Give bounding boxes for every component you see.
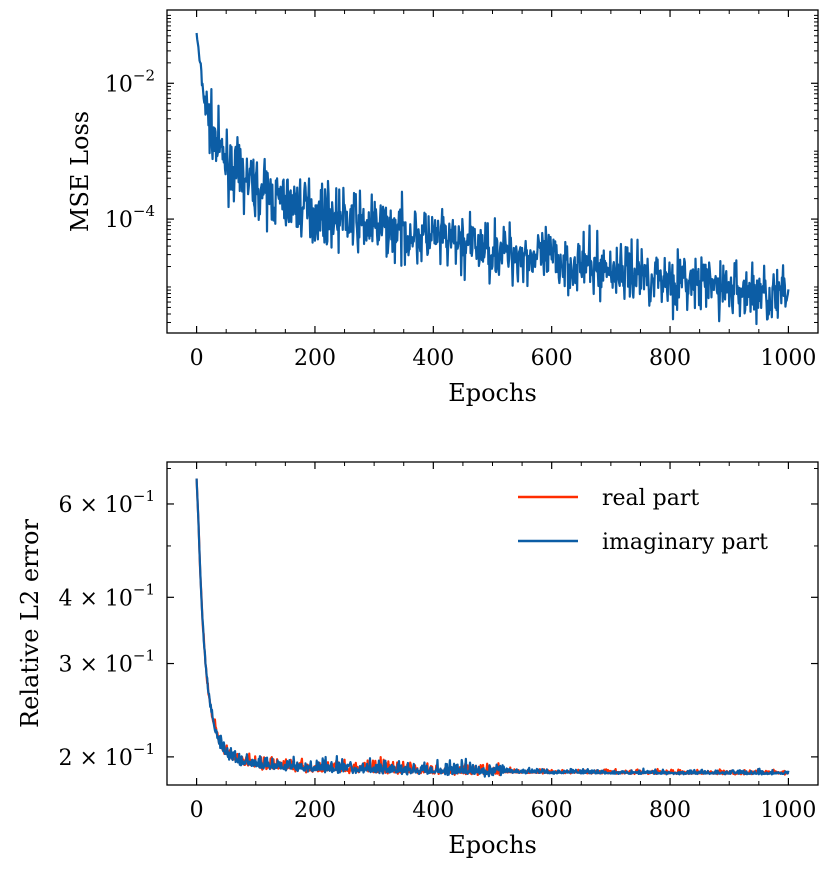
l2-error-series-group bbox=[195, 478, 790, 778]
l2-error-x-axis-label: Epochs bbox=[448, 831, 537, 859]
relative-l2-error-chart: 0 200 400 600 800 1000 6 × 10−1 4 × 10−1 3 × 10−… bbox=[16, 461, 819, 859]
y-tick-label: 10−4 bbox=[105, 202, 155, 233]
y-tick-label: 4 × 10−1 bbox=[58, 580, 155, 611]
x-tick-label: 1000 bbox=[760, 798, 816, 823]
mse-loss-series-group bbox=[195, 32, 790, 326]
l2-error-y-axis-label: Relative L2 error bbox=[16, 519, 44, 728]
y-tick-label: 3 × 10−1 bbox=[58, 647, 155, 678]
x-tick-label: 400 bbox=[412, 346, 454, 371]
l2-error-ticks: 0 200 400 600 800 1000 6 × 10−1 4 × 10−1 3 × 10−… bbox=[58, 462, 818, 823]
mse-loss-ticks: 0 200 400 600 800 1000 10−2 10−4 bbox=[105, 10, 818, 371]
x-tick-label: 600 bbox=[531, 798, 573, 823]
legend-label-real-part: real part bbox=[602, 486, 699, 511]
x-tick-label: 600 bbox=[531, 346, 573, 371]
x-tick-label: 400 bbox=[412, 798, 454, 823]
legend-label-imaginary-part: imaginary part bbox=[602, 530, 768, 555]
mse-loss-chart: 0 200 400 600 800 1000 10−2 10−4 Epochs MSE Los… bbox=[66, 9, 819, 407]
x-tick-label: 800 bbox=[649, 346, 691, 371]
y-tick-label: 2 × 10−1 bbox=[58, 740, 155, 771]
y-tick-label: 10−2 bbox=[105, 66, 155, 97]
x-tick-label: 1000 bbox=[760, 346, 816, 371]
series-line-loss bbox=[195, 32, 790, 326]
mse-loss-x-axis-label: Epochs bbox=[448, 379, 537, 407]
series-line-imaginary-part bbox=[195, 478, 790, 778]
y-tick-label: 6 × 10−1 bbox=[58, 487, 155, 518]
x-tick-label: 200 bbox=[294, 346, 336, 371]
x-tick-label: 200 bbox=[294, 798, 336, 823]
series-line-real-part bbox=[195, 478, 790, 777]
l2-error-plot-frame bbox=[166, 461, 819, 786]
mse-loss-plot-frame bbox=[166, 9, 819, 334]
x-tick-label: 0 bbox=[190, 346, 204, 371]
l2-error-legend: real part imaginary part bbox=[518, 486, 768, 555]
x-tick-label: 800 bbox=[649, 798, 691, 823]
x-tick-label: 0 bbox=[190, 798, 204, 823]
mse-loss-y-axis-label: MSE Loss bbox=[66, 111, 94, 232]
